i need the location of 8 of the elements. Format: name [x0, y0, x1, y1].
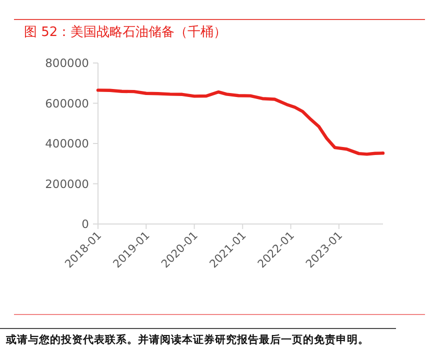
y-tick-label: 400000	[45, 136, 89, 151]
chart-title: 图 52：美国战略石油储备（千桶）	[24, 24, 227, 40]
y-tick-label: 0	[82, 217, 89, 232]
y-tick-label: 200000	[45, 176, 89, 191]
y-tick-label: 600000	[45, 96, 89, 110]
y-tick-label: 800000	[45, 56, 89, 70]
line-series	[96, 88, 385, 156]
text: 或请与您的投资代表联系。并请阅读本证券研究报告最后一页的免责申明。	[5, 333, 369, 346]
